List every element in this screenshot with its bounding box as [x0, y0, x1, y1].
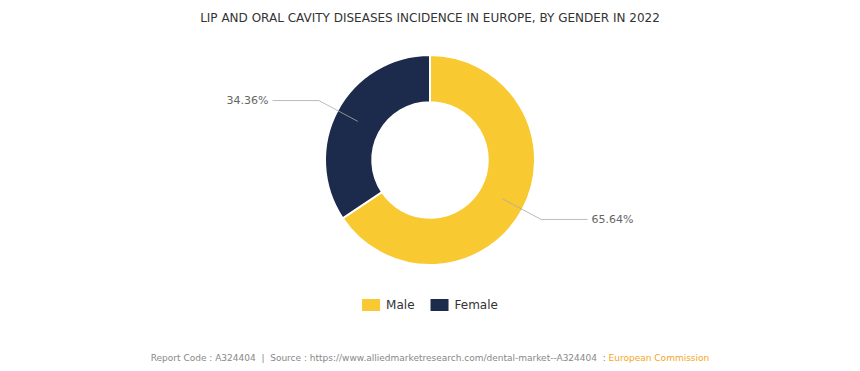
leader-line — [502, 199, 587, 220]
data-label: 65.64% — [592, 213, 634, 226]
legend-item: Female — [431, 298, 498, 312]
annotation: Report Code : A324404 | Source : https:/… — [151, 353, 609, 363]
legend-label: Female — [455, 298, 498, 312]
title: LIP AND ORAL CAVITY DISEASES INCIDENCE I… — [200, 11, 660, 25]
annotation: European Commission — [609, 353, 710, 363]
legend-item: Male — [362, 298, 414, 312]
slices — [325, 55, 535, 265]
slice — [325, 55, 430, 218]
footer: Report Code : A324404 | Source : https:/… — [151, 353, 710, 363]
legend-swatch — [431, 299, 449, 311]
legend-label: Male — [386, 298, 414, 312]
leader-line — [273, 101, 358, 122]
legend: Male Female — [362, 298, 498, 312]
plot: 65.64% 34.36% — [227, 55, 634, 265]
legend-swatch — [362, 299, 380, 311]
data-labels: 65.64% 34.36% — [227, 94, 634, 226]
chart: LIP AND ORAL CAVITY DISEASES INCIDENCE I… — [0, 0, 860, 371]
data-label: 34.36% — [227, 94, 269, 107]
